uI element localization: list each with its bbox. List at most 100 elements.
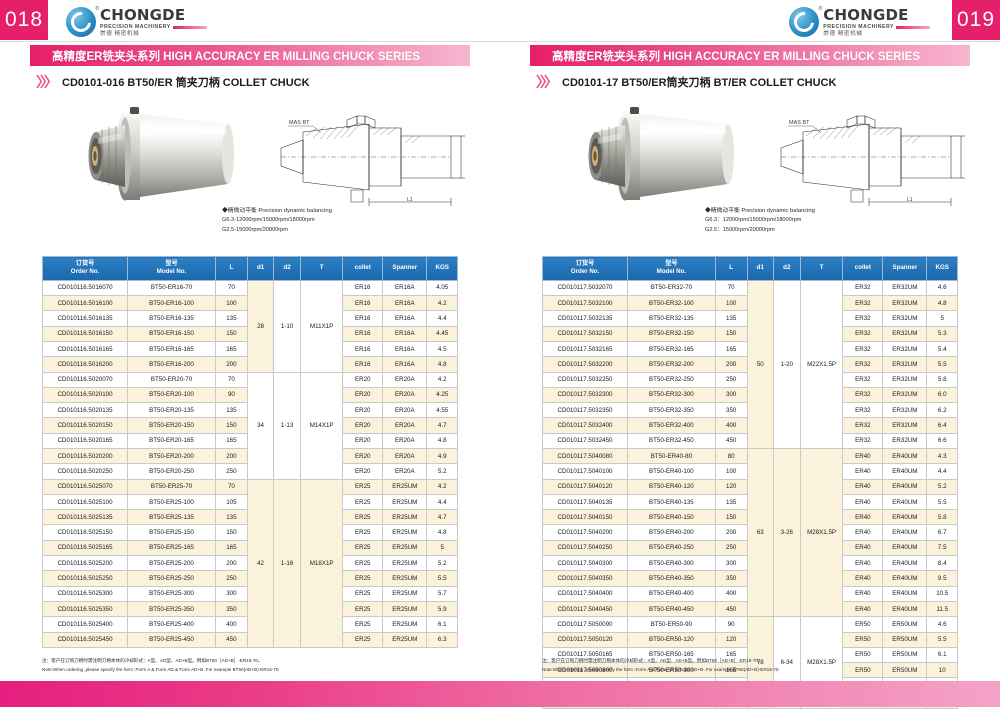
table-row[interactable]: CD010116.5025200 BT50-ER25-200 200 ER25 ER25… xyxy=(41,555,458,572)
drawing-dim-l1: L1 xyxy=(907,197,913,203)
cell-model: BT50-ER25-200 xyxy=(127,555,216,572)
cell-order: CD010116.5020165 xyxy=(41,432,129,449)
cell-kgs: 5.8 xyxy=(926,371,958,388)
cell-spanner: ER20A xyxy=(382,463,428,480)
table-row[interactable]: CD010116.5020070 BT50-ER20-70 70 34 1-13 M14X… xyxy=(41,371,458,480)
cell-spanner: ER50UM xyxy=(882,662,928,679)
table-row[interactable]: CD010116.5016200 BT50-ER16-200 200 ER16 ER16… xyxy=(41,356,458,373)
table-row[interactable]: CD010117.5032070 BT50-ER32-70 70 50 1-20 M22X… xyxy=(541,279,958,449)
cell-kgs: 5.5 xyxy=(926,631,958,648)
table-row[interactable]: CD010117.5032300 BT50-ER32-300 300 ER32 ER32… xyxy=(541,386,958,404)
column-header-order-no: 订货号 Order No. xyxy=(41,256,129,281)
catalog-page-left: 018 ® CHONGDE PRECISION MACHINERY 崇德 精密机… xyxy=(0,0,500,707)
table-row[interactable]: CD010117.5040120 BT50-ER40-120 120 ER40 ER40… xyxy=(541,478,958,495)
note-english: Note:When ordering ,please specify the f… xyxy=(42,666,280,672)
cell-kgs: 10.5 xyxy=(926,585,958,602)
series-title: 高精度ER铣夹头系列 HIGH ACCURACY ER MILLING CHUC… xyxy=(552,50,921,63)
table-row[interactable]: CD010116.5025350 BT50-ER25-350 350 ER25 ER25… xyxy=(41,600,458,618)
brand-name: CHONGDE xyxy=(823,6,909,24)
table-row[interactable]: CD010116.5016070 BT50-ER16-70 70 28 1-10 M11X… xyxy=(41,279,458,373)
table-row[interactable]: CD010116.5016100 BT50-ER16-100 100 ER16 ER16… xyxy=(41,295,458,312)
table-row[interactable]: CD010117.5040400 BT50-ER40-400 400 ER40 ER40… xyxy=(541,585,958,602)
cell-collet: ER20 xyxy=(342,432,384,449)
cell-model: BT50-ER40-150 xyxy=(627,509,716,526)
cell-l: 300 xyxy=(714,555,748,572)
cell-spanner: ER20A xyxy=(382,371,428,388)
cell-model: BT50-ER25-350 xyxy=(127,600,216,618)
cell-d2-merged: 1-16 xyxy=(273,478,301,648)
cell-spanner: ER16A xyxy=(382,356,428,373)
table-row[interactable]: CD010116.5025450 BT50-ER25-450 450 ER25 ER25… xyxy=(41,631,458,648)
balancing-line-2: G2.5：15000rpm/20000rpm xyxy=(705,226,775,233)
table-row[interactable]: CD010116.5025400 BT50-ER25-400 400 ER25 ER25… xyxy=(41,616,458,633)
cell-model: BT50-ER20-100 xyxy=(127,386,216,404)
table-row[interactable]: CD010116.5020165 BT50-ER20-165 165 ER20 ER20… xyxy=(41,432,458,449)
table-row[interactable]: CD010116.5020150 BT50-ER20-150 150 ER20 ER20… xyxy=(41,417,458,434)
cell-l: 135 xyxy=(714,493,748,511)
cell-order: CD010117.5040300 xyxy=(541,555,629,572)
table-row[interactable]: CD010117.5032150 BT50-ER32-150 150 ER32 ER32… xyxy=(541,325,958,342)
cell-collet: ER50 xyxy=(842,631,884,648)
balancing-line-1: G6.3：12000rpm/15000rpm/18000rpm xyxy=(705,217,802,224)
table-row[interactable]: CD010116.5020250 BT50-ER20-250 250 ER20 ER20… xyxy=(41,463,458,480)
cell-l: 90 xyxy=(714,616,748,633)
cell-spanner: ER50UM xyxy=(882,631,928,648)
table-row[interactable]: CD010116.5025100 BT50-ER25-100 105 ER25 ER25… xyxy=(41,493,458,511)
table-row[interactable]: CD010117.5050090 BT50-ER50-90 90 78 6-34 M28X… xyxy=(541,616,958,709)
table-row[interactable]: CD010117.5032200 BT50-ER32-200 200 ER32 ER32… xyxy=(541,356,958,373)
cell-l: 250 xyxy=(214,570,248,587)
table-row[interactable]: CD010117.5032135 BT50-ER32-135 135 ER32 ER32… xyxy=(541,310,958,327)
cell-model: BT50-ER16-100 xyxy=(127,295,216,312)
cell-collet: ER32 xyxy=(842,340,884,358)
cell-kgs: 5.9 xyxy=(426,600,458,618)
cell-order: CD010117.5040200 xyxy=(541,524,629,541)
table-row[interactable]: CD010117.5032350 BT50-ER32-350 350 ER32 ER32… xyxy=(541,402,958,419)
cell-order: CD010117.5040100 xyxy=(541,463,629,480)
cell-order: CD010117.5040135 xyxy=(541,493,629,511)
cell-l: 200 xyxy=(714,356,748,373)
table-row[interactable]: CD010117.5040150 BT50-ER40-150 150 ER40 ER40… xyxy=(541,509,958,526)
cell-kgs: 4.5 xyxy=(426,340,458,358)
table-row[interactable]: CD010117.5040100 BT50-ER40-100 100 ER40 ER40… xyxy=(541,463,958,480)
table-row[interactable]: CD010116.5025135 BT50-ER25-135 135 ER25 ER25… xyxy=(41,509,458,526)
cell-l: 450 xyxy=(714,600,748,618)
table-row[interactable]: CD010117.5032250 BT50-ER32-250 250 ER32 ER32… xyxy=(541,371,958,388)
balancing-spec-right: ◆精微动平衡 Precision dynamic balancing G6.3：… xyxy=(705,206,815,236)
table-row[interactable]: CD010117.5040450 BT50-ER40-450 450 ER40 ER40… xyxy=(541,600,958,618)
cell-l: 70 xyxy=(214,371,248,388)
table-row[interactable]: CD010116.5025250 BT50-ER25-250 250 ER25 ER25… xyxy=(41,570,458,587)
table-row[interactable]: CD010117.5040200 BT50-ER40-200 200 ER40 ER40… xyxy=(541,524,958,541)
cell-order: CD010117.5050300 xyxy=(541,662,629,679)
table-row[interactable]: CD010116.5020200 BT50-ER20-200 200 ER20 ER20… xyxy=(41,447,458,465)
table-row[interactable]: CD010117.5050120 BT50-ER50-120 120 ER50 ER50… xyxy=(541,631,958,648)
cell-l: 250 xyxy=(714,371,748,388)
cell-l: 200 xyxy=(214,356,248,373)
table-row[interactable]: CD010117.5050165 BT50-ER50-165 165 ER50 ER50… xyxy=(541,646,958,664)
table-row[interactable]: CD010116.5025070 BT50-ER25-70 70 42 1-16 M18X… xyxy=(41,478,458,648)
cell-kgs: 4.45 xyxy=(426,325,458,342)
table-row[interactable]: CD010117.5040080 BT50-ER40-80 80 63 3-26 M28X… xyxy=(541,447,958,618)
cell-kgs: 4.55 xyxy=(426,402,458,419)
cell-collet: ER16 xyxy=(342,295,384,312)
cell-model: BT50-ER20-150 xyxy=(127,417,216,434)
cell-model: BT50-ER50-300 xyxy=(627,662,716,679)
brand-subtitle: PRECISION MACHINERY xyxy=(823,24,894,30)
balancing-heading: ◆精微动平衡 Precision dynamic balancing xyxy=(222,208,332,214)
table-row[interactable]: CD010117.5032450 BT50-ER32-450 450 ER32 ER32… xyxy=(541,432,958,449)
cell-spanner: ER16A xyxy=(382,325,428,342)
cell-kgs: 4.4 xyxy=(926,463,958,480)
catalog-page-right: 019 ® CHONGDE PRECISION MACHINERY 崇德 精密机… xyxy=(500,0,1000,709)
table-row[interactable]: CD010116.5025300 BT50-ER25-300 300 ER25 ER25… xyxy=(41,585,458,602)
table-row[interactable]: CD010117.5040135 BT50-ER40-135 135 ER40 ER40… xyxy=(541,493,958,511)
table-row[interactable]: CD010116.5025165 BT50-ER25-165 165 ER25 ER25… xyxy=(41,539,458,557)
table-row[interactable]: CD010117.5032400 BT50-ER32-400 400 ER32 ER32… xyxy=(541,417,958,434)
cell-collet: ER40 xyxy=(842,493,884,511)
cell-d1-merged: 34 xyxy=(246,371,275,480)
cell-d2-merged: 3-26 xyxy=(772,447,801,618)
cell-order: CD010116.5025300 xyxy=(41,585,129,602)
table-row[interactable]: CD010116.5016165 BT50-ER16-165 165 ER16 ER16… xyxy=(41,340,458,358)
table-row[interactable]: CD010117.5050300 BT50-ER50-300 165 ER50 ER50… xyxy=(541,662,958,679)
cell-model: BT50-ER50-120 xyxy=(627,631,716,648)
cell-kgs: 6.2 xyxy=(926,402,958,419)
